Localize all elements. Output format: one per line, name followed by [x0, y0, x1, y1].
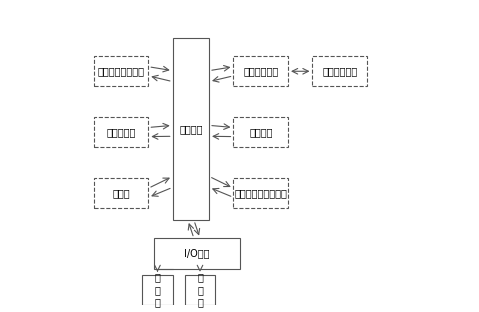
FancyBboxPatch shape	[185, 275, 215, 305]
Text: 显
示
器: 显 示 器	[197, 273, 203, 307]
FancyBboxPatch shape	[94, 56, 148, 86]
FancyBboxPatch shape	[94, 178, 148, 208]
FancyBboxPatch shape	[142, 275, 172, 305]
FancyBboxPatch shape	[94, 117, 148, 147]
Text: 示波器: 示波器	[112, 188, 130, 198]
Text: 内循环离网逆变器: 内循环离网逆变器	[98, 66, 145, 76]
Text: 直流一直流变换电路: 直流一直流变换电路	[234, 188, 287, 198]
FancyBboxPatch shape	[233, 56, 288, 86]
FancyBboxPatch shape	[233, 178, 288, 208]
Text: 功率分析仪: 功率分析仪	[106, 127, 136, 137]
Text: 数据处理模块: 数据处理模块	[243, 66, 278, 76]
Text: 操
作
键: 操 作 键	[155, 273, 160, 307]
FancyBboxPatch shape	[172, 38, 209, 220]
FancyBboxPatch shape	[312, 56, 367, 86]
FancyBboxPatch shape	[154, 238, 240, 269]
Text: 数据存储模块: 数据存储模块	[322, 66, 357, 76]
Text: 驱动模块: 驱动模块	[179, 124, 203, 134]
Text: I/O模块: I/O模块	[184, 249, 210, 259]
FancyBboxPatch shape	[233, 117, 288, 147]
Text: 通讯模块: 通讯模块	[249, 127, 273, 137]
